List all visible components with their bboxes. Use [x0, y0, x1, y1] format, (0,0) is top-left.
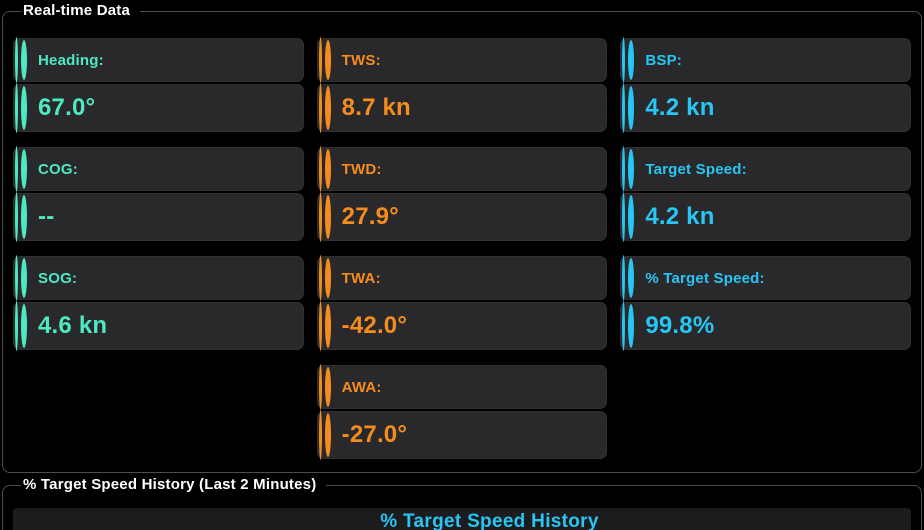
metric-label-cell: AWA: [316, 364, 608, 410]
accent-bar-inner [21, 149, 27, 189]
metric-card-sog: SOG: 4.6 kn [13, 255, 304, 351]
metric-value-cell: 99.8% [620, 301, 911, 351]
accent-bar-inner [628, 149, 635, 189]
metric-card-tws: TWS: 8.7 kn [316, 37, 608, 133]
accent-bar-inner [324, 413, 331, 457]
accent-bar-outer [622, 37, 626, 83]
accent-bar-inner [21, 40, 27, 80]
metric-value: -27.0° [341, 421, 408, 448]
metric-label-cell: Heading: [13, 37, 304, 83]
metric-label-cell: SOG: [13, 255, 304, 301]
accent-bar-outer [622, 255, 626, 301]
accent-bar-inner [628, 258, 635, 298]
accent-bar-outer [318, 301, 322, 351]
metric-label: Heading: [38, 51, 104, 69]
accent-bar-outer [15, 255, 18, 301]
accent-bar-outer [318, 192, 322, 242]
accent-bar-outer [622, 146, 626, 192]
accent-bar-outer [318, 410, 322, 460]
accent-bar-outer [318, 364, 322, 410]
metric-label: % Target Speed: [645, 269, 765, 287]
history-section-title: % Target Speed History (Last 2 Minutes) [23, 476, 317, 493]
accent-bar-outer [15, 192, 18, 242]
metric-value: 4.6 kn [38, 312, 108, 339]
metric-value: 27.9° [341, 203, 399, 230]
metric-value-cell: 4.6 kn [13, 301, 304, 351]
metric-card-target-speed: Target Speed: 4.2 kn [620, 146, 911, 242]
accent-bar-inner [324, 195, 331, 239]
metric-value: -42.0° [341, 312, 408, 339]
metric-label-cell: TWS: [316, 37, 608, 83]
accent-bar-inner [324, 367, 331, 407]
accent-bar-outer [622, 83, 626, 133]
metric-label-cell: % Target Speed: [620, 255, 911, 301]
accent-bar-outer [318, 37, 322, 83]
metric-value: -- [38, 203, 55, 230]
accent-bar-inner [21, 195, 27, 239]
metric-label: SOG: [38, 269, 78, 287]
accent-bar-inner [628, 304, 635, 348]
realtime-data-section: Real-time Data Heading: 67.0° COG: -- SO… [2, 2, 922, 473]
accent-bar-outer [318, 83, 322, 133]
metric-card-heading: Heading: 67.0° [13, 37, 304, 133]
metric-label: BSP: [645, 51, 682, 69]
metric-label-cell: Target Speed: [620, 146, 911, 192]
metric-value-cell: 4.2 kn [620, 192, 911, 242]
realtime-section-title: Real-time Data [23, 2, 131, 19]
metric-value: 8.7 kn [341, 94, 411, 121]
metric-card-awa: AWA: -27.0° [316, 364, 608, 460]
metric-value-cell: -- [13, 192, 304, 242]
metric-value-cell: 8.7 kn [316, 83, 608, 133]
metric-label-cell: TWD: [316, 146, 608, 192]
metric-value-cell: 4.2 kn [620, 83, 911, 133]
accent-bar-outer [15, 37, 18, 83]
metric-label: COG: [38, 160, 78, 178]
accent-bar-inner [324, 149, 331, 189]
metric-label-cell: TWA: [316, 255, 608, 301]
chart-panel: % Target Speed History [13, 508, 911, 530]
metric-label: TWA: [341, 269, 381, 287]
accent-bar-outer [622, 192, 626, 242]
metric-card-cog: COG: -- [13, 146, 304, 242]
metric-value: 67.0° [38, 94, 96, 121]
metric-card-pct-target-speed: % Target Speed: 99.8% [620, 255, 911, 351]
metric-label: TWS: [341, 51, 381, 69]
metric-value: 4.2 kn [645, 203, 715, 230]
metric-card-twd: TWD: 27.9° [316, 146, 608, 242]
metric-label: AWA: [341, 378, 382, 396]
accent-bar-outer [318, 146, 322, 192]
accent-bar-inner [21, 258, 27, 298]
metric-value-cell: 67.0° [13, 83, 304, 133]
accent-bar-inner [628, 40, 635, 80]
accent-bar-inner [21, 86, 27, 130]
metric-card-twa: TWA: -42.0° [316, 255, 608, 351]
accent-bar-outer [15, 83, 18, 133]
metrics-grid: Heading: 67.0° COG: -- SOG: 4.6 kn [13, 37, 911, 460]
accent-bar-outer [622, 301, 626, 351]
accent-bar-inner [324, 40, 331, 80]
chart-title: % Target Speed History [380, 511, 599, 530]
metric-card-bsp: BSP: 4.2 kn [620, 37, 911, 133]
metric-label-cell: COG: [13, 146, 304, 192]
accent-bar-inner [324, 304, 331, 348]
metric-value: 4.2 kn [645, 94, 715, 121]
metric-label: Target Speed: [645, 160, 747, 178]
accent-bar-inner [628, 195, 635, 239]
metric-value: 99.8% [645, 312, 715, 339]
metric-label: TWD: [341, 160, 382, 178]
accent-bar-outer [318, 255, 322, 301]
accent-bar-inner [324, 86, 331, 130]
metric-value-cell: -42.0° [316, 301, 608, 351]
metric-value-cell: -27.0° [316, 410, 608, 460]
accent-bar-inner [21, 304, 27, 348]
accent-bar-inner [324, 258, 331, 298]
accent-bar-inner [628, 86, 635, 130]
target-speed-history-section: % Target Speed History (Last 2 Minutes) … [2, 476, 922, 530]
accent-bar-outer [15, 301, 18, 351]
metric-label-cell: BSP: [620, 37, 911, 83]
accent-bar-outer [15, 146, 18, 192]
metric-value-cell: 27.9° [316, 192, 608, 242]
